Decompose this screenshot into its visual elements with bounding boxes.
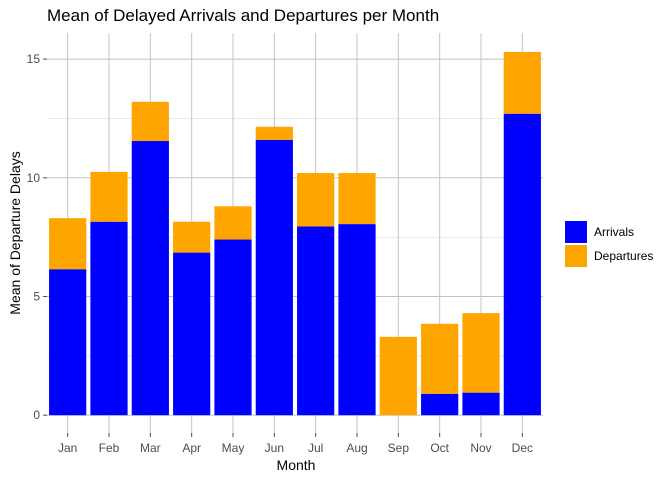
x-axis-ticks: Jan Feb Mar Apr May Jun Jul Aug Sep Oct Nov Dec: [58, 433, 533, 455]
legend: Arrivals Departures: [565, 221, 653, 267]
legend-key-departures: [565, 245, 587, 267]
bar-departures-aug: [338, 173, 376, 225]
bar-departures-nov: [462, 313, 500, 393]
bar-departures-dec: [503, 51, 541, 114]
bar-arrivals-nov: [462, 392, 500, 416]
y-tick-label: 0: [33, 408, 40, 422]
bar-departures-mar: [131, 101, 169, 142]
bar-departures-sep: [379, 336, 417, 416]
x-tick-label: Jan: [58, 441, 77, 455]
bar-departures-jul: [297, 173, 335, 227]
x-tick-label: Mar: [140, 441, 161, 455]
bar-arrivals-dec: [503, 113, 541, 416]
legend-label-arrivals: Arrivals: [594, 225, 634, 239]
x-tick-label: Jul: [308, 441, 323, 455]
x-tick-label: Sep: [388, 441, 410, 455]
bar-arrivals-aug: [338, 224, 376, 416]
bar-arrivals-apr: [173, 252, 211, 416]
bar-departures-may: [214, 206, 252, 240]
bar-departures-jan: [49, 218, 87, 270]
bar-arrivals-feb: [90, 221, 128, 416]
bar-arrivals-jul: [297, 226, 335, 416]
x-axis-title: Month: [277, 457, 316, 473]
x-tick-label: Jun: [265, 441, 284, 455]
y-axis-ticks: 0 5 10 15: [27, 52, 47, 422]
x-tick-label: Aug: [346, 441, 367, 455]
legend-key-arrivals: [565, 221, 587, 243]
bar-departures-oct: [421, 323, 459, 394]
y-axis-title: Mean of Departure Delays: [7, 151, 23, 314]
bar-departures-feb: [90, 171, 128, 222]
bar-arrivals-oct: [421, 393, 459, 416]
x-tick-label: Oct: [430, 441, 449, 455]
x-tick-label: Feb: [99, 441, 120, 455]
y-tick-label: 10: [27, 171, 41, 185]
x-tick-label: Dec: [512, 441, 533, 455]
x-tick-label: Nov: [470, 441, 491, 455]
y-tick-label: 5: [33, 290, 40, 304]
bar-departures-apr: [173, 221, 211, 253]
bar-arrivals-jan: [49, 269, 87, 416]
bar-departures-jun: [255, 126, 293, 140]
bars: [49, 51, 541, 416]
x-tick-label: Apr: [182, 441, 201, 455]
bar-arrivals-may: [214, 239, 252, 416]
legend-label-departures: Departures: [594, 249, 653, 263]
x-tick-label: May: [222, 441, 245, 455]
bar-arrivals-mar: [131, 141, 169, 416]
y-tick-label: 15: [27, 52, 41, 66]
chart-title: Mean of Delayed Arrivals and Departures …: [47, 6, 439, 25]
bar-arrivals-jun: [255, 139, 293, 416]
